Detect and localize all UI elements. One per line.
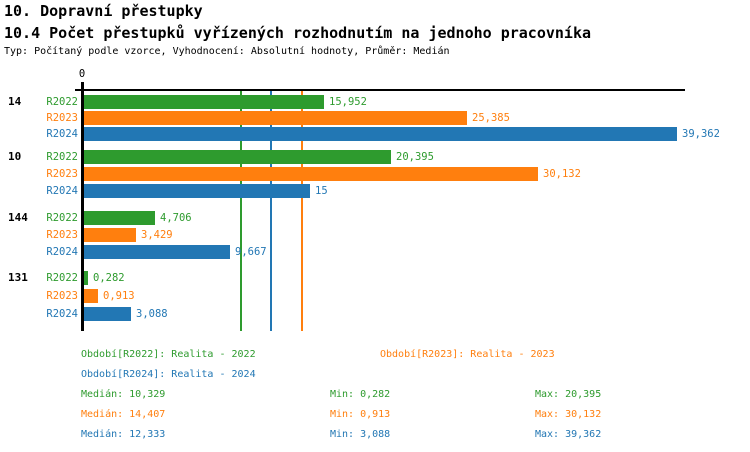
x-axis-line	[75, 89, 685, 91]
series-label-131-r2022: R2022	[46, 272, 78, 284]
legend-r2024: Období[R2024]: Realita - 2024	[81, 369, 256, 380]
bar-131-r2022	[84, 271, 88, 285]
series-label-10-r2024: R2024	[46, 185, 78, 197]
group-label-10: 10	[8, 150, 22, 163]
stat-median-r2023: Medián: 14,407	[81, 409, 166, 420]
bar-10-r2024	[84, 184, 310, 198]
bar-144-r2024	[84, 245, 230, 259]
median-line-r2023	[301, 91, 303, 331]
series-label-14-r2024: R2024	[46, 128, 78, 140]
series-label-10-r2023: R2023	[46, 168, 78, 180]
bar-10-r2022	[84, 150, 391, 164]
bar-value-14-r2023: 25,385	[472, 112, 510, 124]
report-subtitle: 10.4 Počet přestupků vyřízených rozhodnu…	[4, 24, 591, 42]
bar-value-10-r2024: 15	[315, 185, 328, 197]
bar-value-131-r2024: 3,088	[136, 308, 168, 320]
bar-131-r2024	[84, 307, 131, 321]
median-line-r2024	[270, 91, 272, 331]
series-label-14-r2023: R2023	[46, 112, 78, 124]
bar-144-r2023	[84, 228, 136, 242]
series-label-131-r2023: R2023	[46, 290, 78, 302]
group-label-144: 144	[8, 211, 28, 224]
bar-value-14-r2024: 39,362	[682, 128, 720, 140]
stat-max-r2024: Max: 39,362	[535, 429, 602, 440]
stat-median-r2022: Medián: 10,329	[81, 389, 166, 400]
stat-min-r2022: Min: 0,282	[330, 389, 391, 400]
bar-14-r2022	[84, 95, 324, 109]
series-label-14-r2022: R2022	[46, 96, 78, 108]
group-label-14: 14	[8, 95, 22, 108]
bar-14-r2024	[84, 127, 677, 141]
legend-r2023: Období[R2023]: Realita - 2023	[380, 349, 555, 360]
bar-14-r2023	[84, 111, 467, 125]
report-title: 10. Dopravní přestupky	[4, 2, 203, 20]
stat-max-r2022: Max: 20,395	[535, 389, 602, 400]
bar-value-10-r2023: 30,132	[543, 168, 581, 180]
bar-value-144-r2022: 4,706	[160, 212, 192, 224]
series-label-144-r2023: R2023	[46, 229, 78, 241]
bar-value-131-r2022: 0,282	[93, 272, 125, 284]
series-label-144-r2024: R2024	[46, 246, 78, 258]
bar-value-144-r2024: 9,667	[235, 246, 267, 258]
bar-131-r2023	[84, 289, 98, 303]
bar-value-14-r2022: 15,952	[329, 96, 367, 108]
stat-max-r2023: Max: 30,132	[535, 409, 602, 420]
bar-value-144-r2023: 3,429	[141, 229, 173, 241]
median-line-r2022	[240, 91, 242, 331]
bar-144-r2022	[84, 211, 155, 225]
group-label-131: 131	[8, 271, 28, 284]
stat-min-r2023: Min: 0,913	[330, 409, 391, 420]
report-meta-line: Typ: Počítaný podle vzorce, Vyhodnocení:…	[4, 46, 450, 57]
y-axis-line	[81, 82, 84, 331]
x-axis-zero-label: 0	[78, 68, 86, 80]
series-label-10-r2022: R2022	[46, 151, 78, 163]
bar-value-131-r2023: 0,913	[103, 290, 135, 302]
stat-median-r2024: Medián: 12,333	[81, 429, 166, 440]
series-label-144-r2022: R2022	[46, 212, 78, 224]
series-label-131-r2024: R2024	[46, 308, 78, 320]
legend-r2022: Období[R2022]: Realita - 2022	[81, 349, 256, 360]
bar-10-r2023	[84, 167, 538, 181]
stat-min-r2024: Min: 3,088	[330, 429, 391, 440]
bar-value-10-r2022: 20,395	[396, 151, 434, 163]
